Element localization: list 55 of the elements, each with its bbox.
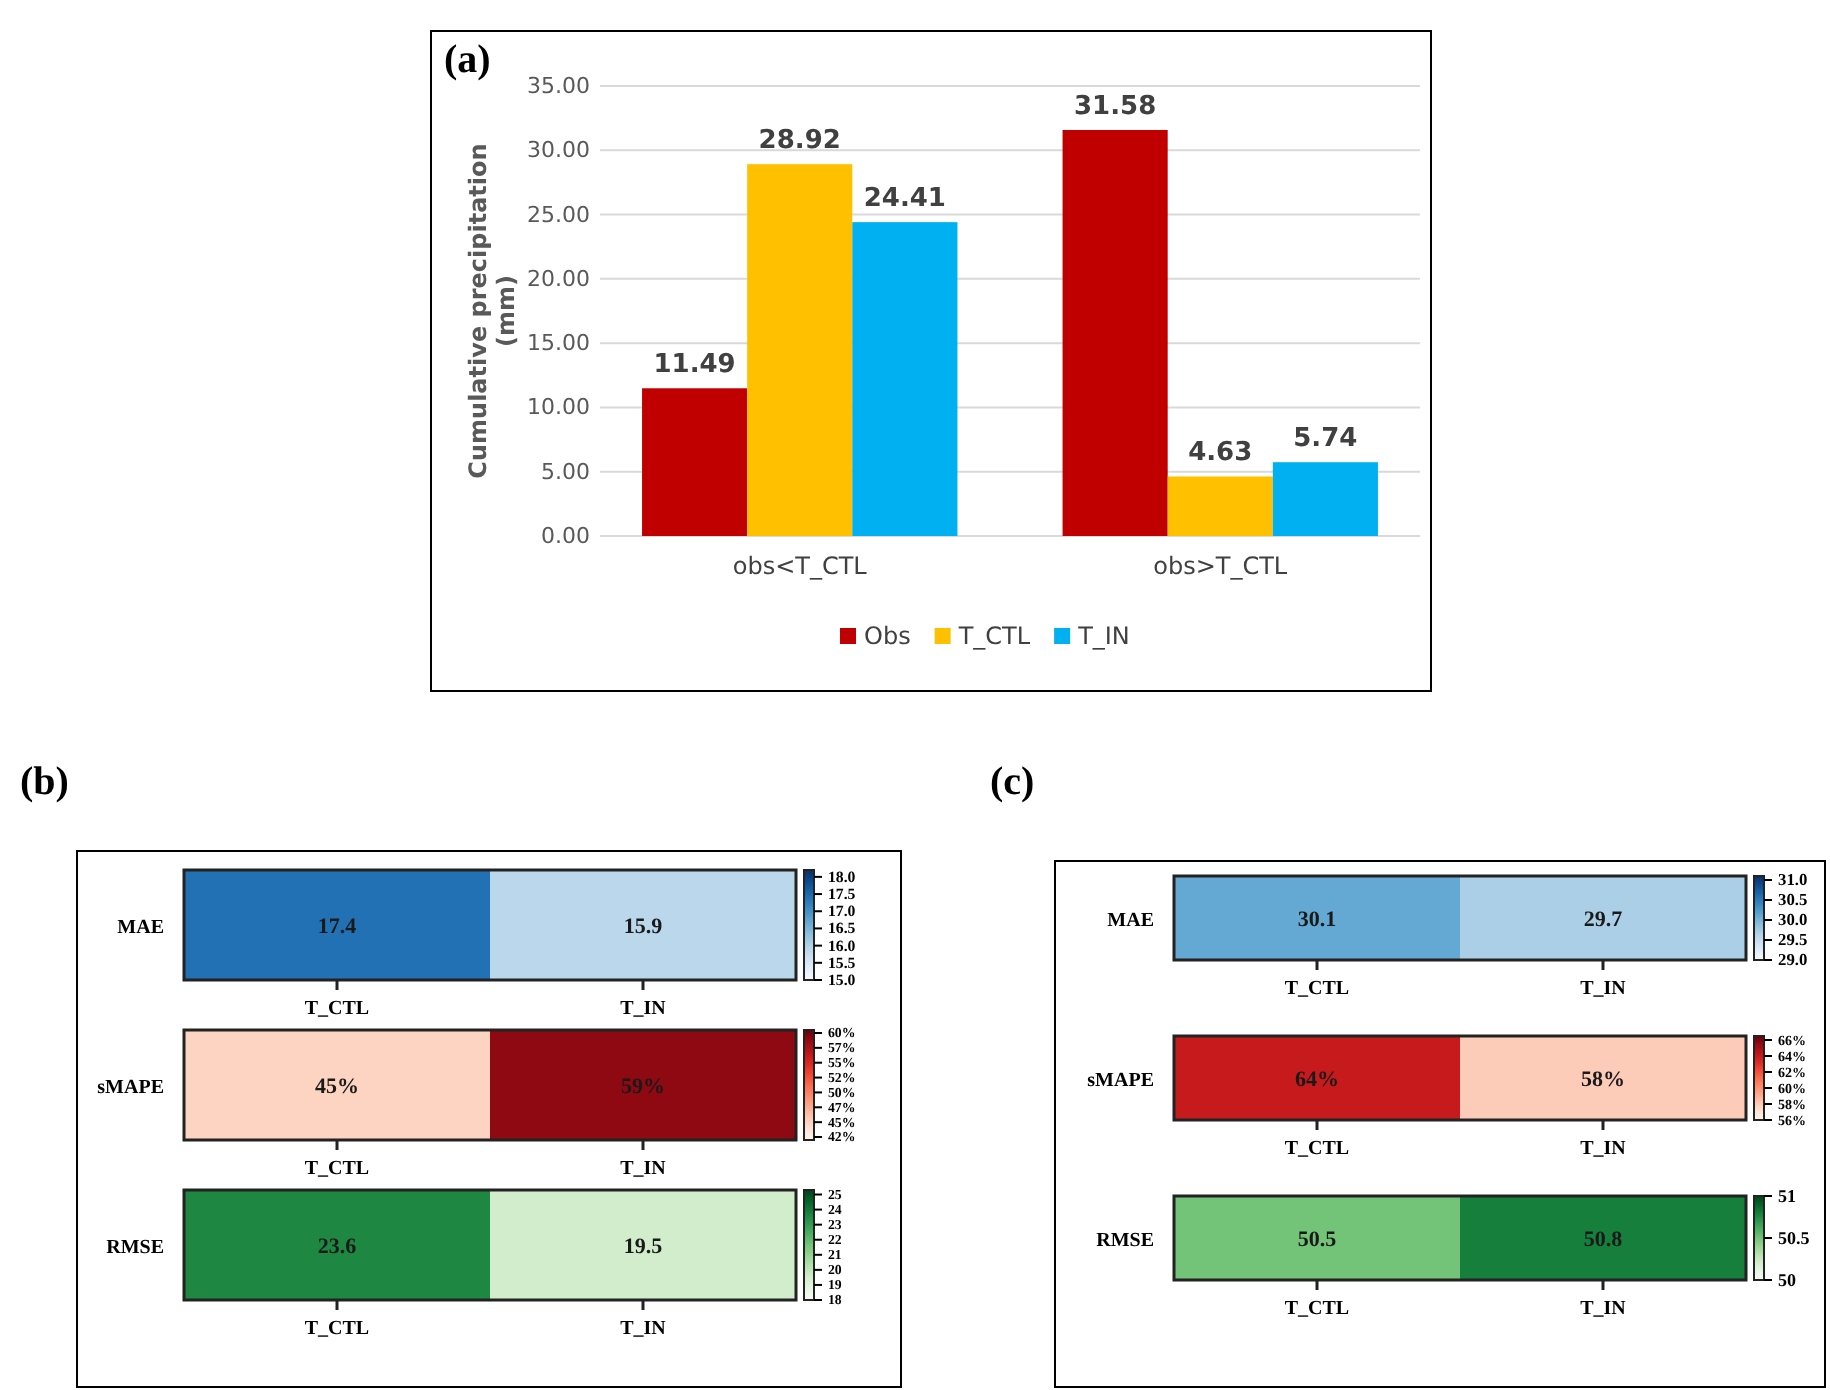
y-tick-label: MAE [117, 917, 165, 939]
y-tick-label: MAE [1107, 910, 1155, 932]
data-label: 19.5 [623, 1235, 664, 1259]
x-tick-label: obs<T_CTL [732, 552, 868, 580]
data-label: 5.74 [1293, 424, 1358, 455]
y-tick-label: 25.00 [527, 201, 590, 228]
y-tick-label: 5.00 [541, 458, 590, 485]
bar [642, 388, 748, 536]
y-tick-label: 10.00 [527, 394, 590, 421]
bar [852, 222, 958, 536]
data-label: 23.6 [317, 1235, 358, 1259]
y-tick-label: 35.00 [527, 73, 590, 100]
y-tick-label: RMSE [1096, 1230, 1155, 1252]
data-label: 17.4 [317, 915, 358, 939]
data-label: 30.1 [1297, 908, 1337, 932]
chart-title: (b) [20, 760, 69, 804]
y-tick-label: sMAPE [97, 1077, 165, 1099]
data-label: 50.5 [1297, 1228, 1338, 1252]
color-bar-label: 30.5 [1778, 891, 1808, 910]
y-tick-label: 15.00 [527, 330, 590, 357]
data-label: 50.8 [1583, 1228, 1624, 1252]
bar [1272, 462, 1378, 536]
data-label: 11.49 [653, 350, 736, 381]
y-axis-title: Cumulative precipitation (mm) [464, 143, 520, 479]
legend-label: T_CTL [956, 622, 1031, 650]
y-tick-label: 20.00 [527, 265, 590, 292]
color-bar-label: 29.5 [1778, 931, 1808, 950]
chart-title: (a) [444, 38, 491, 82]
color-bar-label: 30.0 [1778, 911, 1808, 930]
data-label: 45% [315, 1075, 359, 1099]
legend-label: Obs [864, 622, 911, 650]
y-tick-label: 30.00 [527, 137, 590, 164]
data-label: 29.7 [1583, 908, 1624, 932]
bar [1062, 129, 1168, 536]
y-tick-label: 0.00 [541, 523, 590, 550]
bar [1167, 476, 1273, 536]
data-label: 59% [621, 1075, 665, 1099]
color-bar-label: 51 [1778, 1185, 1797, 1206]
data-label: 28.92 [758, 126, 841, 157]
color-bar-label: 29.0 [1778, 951, 1808, 970]
y-tick-label: RMSE [106, 1237, 165, 1259]
bar [747, 164, 853, 536]
x-tick-label: obs>T_CTL [1153, 552, 1288, 580]
color-bar-label: 50.5 [1778, 1227, 1811, 1248]
data-label: 31.58 [1074, 91, 1157, 122]
data-label: 58% [1581, 1068, 1625, 1092]
color-bar-label: 50 [1778, 1269, 1797, 1290]
chart-title: (c) [990, 760, 1035, 804]
data-label: 4.63 [1188, 438, 1253, 469]
legend-label: T_IN [1076, 622, 1130, 650]
data-label: 15.9 [623, 915, 664, 939]
color-bar-label: 31.0 [1778, 871, 1808, 890]
y-tick-label: sMAPE [1087, 1070, 1155, 1092]
data-label: 64% [1295, 1068, 1339, 1092]
data-label: 24.41 [863, 184, 946, 215]
